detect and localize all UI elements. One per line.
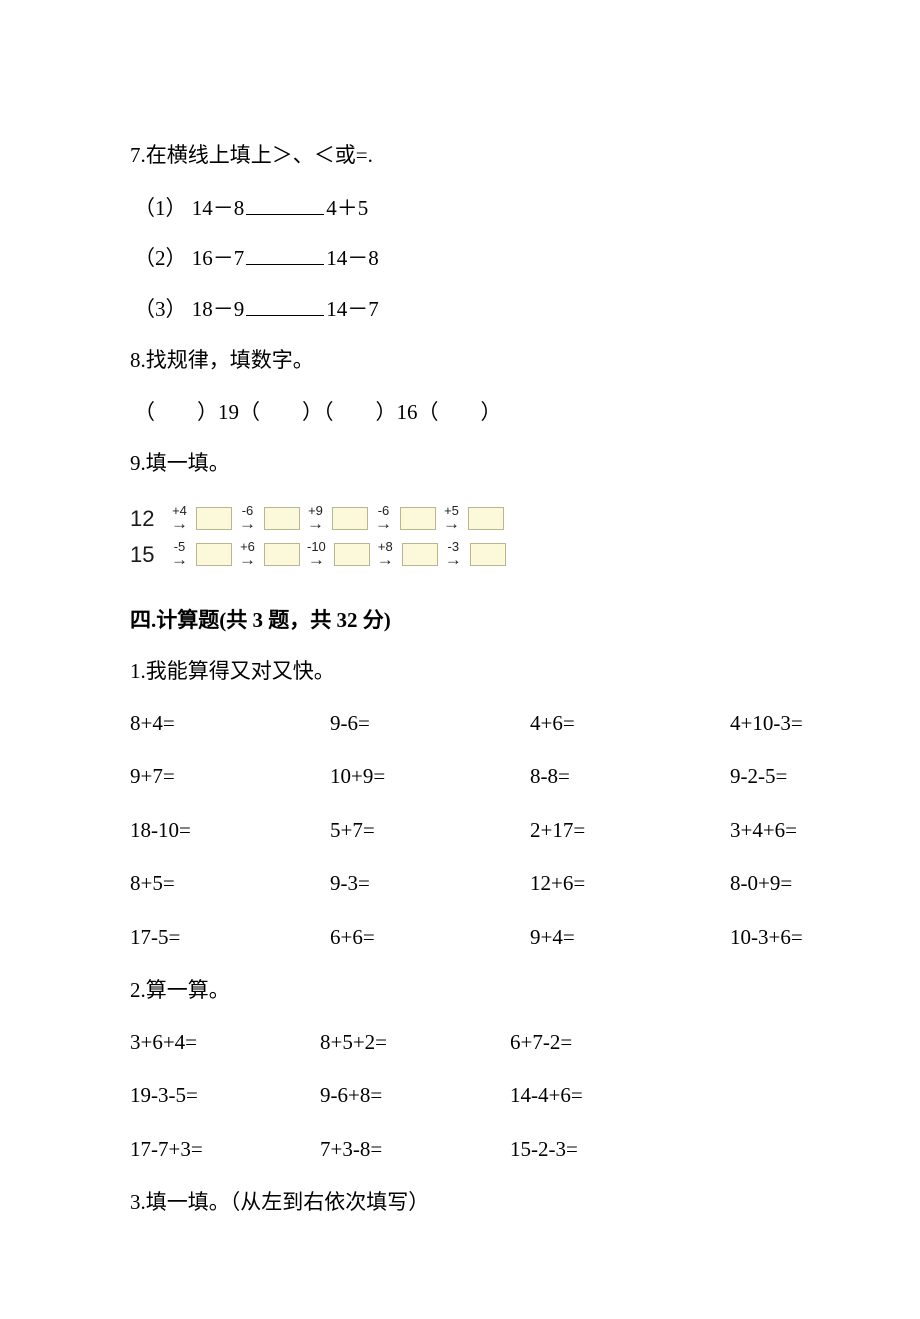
- p1-prompt: 1.我能算得又对又快。: [130, 656, 795, 688]
- q9-chains: 12 +4→ -6→ +9→ -6→ +5→ 15 -5→ +6→ -10→ +…: [130, 502, 795, 571]
- calc-cell: 18-10=: [130, 815, 330, 847]
- q7-item-2-blank[interactable]: [246, 242, 324, 265]
- calc-cell: 9-6=: [330, 708, 530, 740]
- calc-cell: 6+6=: [330, 922, 530, 954]
- q9-chain-1-step-1: +4→: [171, 504, 188, 532]
- calc-cell: 8+5+2=: [320, 1027, 510, 1059]
- q8-sequence: （ ）19（ ）（ ）16（ ）: [134, 397, 795, 429]
- arrow-right-icon: →: [239, 515, 256, 532]
- arrow-right-icon: →: [239, 551, 256, 568]
- calc-cell: 8-0+9=: [730, 868, 803, 900]
- calc-cell: 14-4+6=: [510, 1080, 795, 1112]
- q9-chain-2-step-4: +8→: [377, 540, 394, 568]
- q7-item-2: （2） 16－7 14－8: [134, 242, 795, 275]
- answer-box[interactable]: [264, 507, 300, 530]
- calc-cell: 17-7+3=: [130, 1134, 320, 1166]
- q9-chain-1-start: 12: [130, 502, 164, 535]
- q7-item-3-left: 18－9: [192, 297, 245, 321]
- q9-chain-2-start: 15: [130, 538, 164, 571]
- answer-box[interactable]: [196, 507, 232, 530]
- q9-chain-2-step-1: -5→: [171, 540, 188, 568]
- answer-box[interactable]: [470, 543, 506, 566]
- calc-cell: 12+6=: [530, 868, 730, 900]
- q9-chain-2-step-2: +6→: [239, 540, 256, 568]
- q7-item-2-left: 16－7: [192, 246, 245, 270]
- q8-prompt: 8.找规律，填数字。: [130, 345, 795, 377]
- q9-chain-row-1: 12 +4→ -6→ +9→ -6→ +5→: [130, 502, 795, 535]
- calc-cell: 8+4=: [130, 708, 330, 740]
- calc-cell: 2+17=: [530, 815, 730, 847]
- q9-chain-1-step-2: -6→: [239, 504, 256, 532]
- answer-box[interactable]: [264, 543, 300, 566]
- q7-prompt: 7.在横线上填上＞、＜或=.: [130, 140, 795, 172]
- q7-item-2-idx: （2）: [134, 246, 187, 270]
- q9-chain-1-step-3: +9→: [307, 504, 324, 532]
- calc-cell: 19-3-5=: [130, 1080, 320, 1112]
- calc-cell: 5+7=: [330, 815, 530, 847]
- section-4-title: 四.计算题(共 3 题，共 32 分): [130, 605, 795, 637]
- calc-cell: 8+5=: [130, 868, 330, 900]
- calc-cell: 9-6+8=: [320, 1080, 510, 1112]
- p1-grid: 8+4= 9-6= 4+6= 4+10-3= 9+7= 10+9= 8-8= 9…: [130, 708, 795, 954]
- calc-cell: 9+7=: [130, 761, 330, 793]
- calc-cell: 17-5=: [130, 922, 330, 954]
- calc-cell: 6+7-2=: [510, 1027, 795, 1059]
- calc-cell: 4+10-3=: [730, 708, 803, 740]
- q7-item-1-left: 14－8: [192, 196, 245, 220]
- p2-prompt: 2.算一算。: [130, 975, 795, 1007]
- q7-item-1-blank[interactable]: [246, 192, 324, 215]
- answer-box[interactable]: [196, 543, 232, 566]
- answer-box[interactable]: [468, 507, 504, 530]
- q9-chain-1-step-5: +5→: [443, 504, 460, 532]
- q9-chain-row-2: 15 -5→ +6→ -10→ +8→ -3→: [130, 538, 795, 571]
- arrow-right-icon: →: [375, 515, 392, 532]
- calc-cell: 3+4+6=: [730, 815, 803, 847]
- arrow-right-icon: →: [377, 551, 394, 568]
- calc-cell: 8-8=: [530, 761, 730, 793]
- q7-item-3-idx: （3）: [134, 297, 187, 321]
- q9-chain-1-step-4: -6→: [375, 504, 392, 532]
- calc-cell: 15-2-3=: [510, 1134, 795, 1166]
- q7-item-2-right: 14－8: [326, 246, 379, 270]
- calc-cell: 9-2-5=: [730, 761, 803, 793]
- calc-cell: 9+4=: [530, 922, 730, 954]
- p3-prompt: 3.填一填。（从左到右依次填写）: [130, 1187, 795, 1219]
- arrow-right-icon: →: [445, 551, 462, 568]
- q7-item-1: （1） 14－8 4＋5: [134, 192, 795, 225]
- q7-item-3-blank[interactable]: [246, 293, 324, 316]
- calc-cell: 4+6=: [530, 708, 730, 740]
- answer-box[interactable]: [334, 543, 370, 566]
- arrow-right-icon: →: [307, 515, 324, 532]
- calc-cell: 10-3+6=: [730, 922, 803, 954]
- p2-grid: 3+6+4= 8+5+2= 6+7-2= 19-3-5= 9-6+8= 14-4…: [130, 1027, 795, 1166]
- calc-cell: 3+6+4=: [130, 1027, 320, 1059]
- arrow-right-icon: →: [443, 515, 460, 532]
- q7-item-3-right: 14－7: [326, 297, 379, 321]
- q7-item-3: （3） 18－9 14－7: [134, 293, 795, 326]
- calc-cell: 10+9=: [330, 761, 530, 793]
- q9-prompt: 9.填一填。: [130, 448, 795, 480]
- q9-chain-2-step-3: -10→: [307, 540, 326, 568]
- answer-box[interactable]: [400, 507, 436, 530]
- q7-item-1-right: 4＋5: [326, 196, 368, 220]
- q7-item-1-idx: （1）: [134, 196, 187, 220]
- calc-cell: 7+3-8=: [320, 1134, 510, 1166]
- calc-cell: 9-3=: [330, 868, 530, 900]
- answer-box[interactable]: [402, 543, 438, 566]
- worksheet-page: 7.在横线上填上＞、＜或=. （1） 14－84＋5 （2） 16－714－8 …: [0, 0, 920, 1319]
- arrow-right-icon: →: [308, 551, 325, 568]
- q9-chain-2-step-5: -3→: [445, 540, 462, 568]
- answer-box[interactable]: [332, 507, 368, 530]
- arrow-right-icon: →: [171, 515, 188, 532]
- arrow-right-icon: →: [171, 551, 188, 568]
